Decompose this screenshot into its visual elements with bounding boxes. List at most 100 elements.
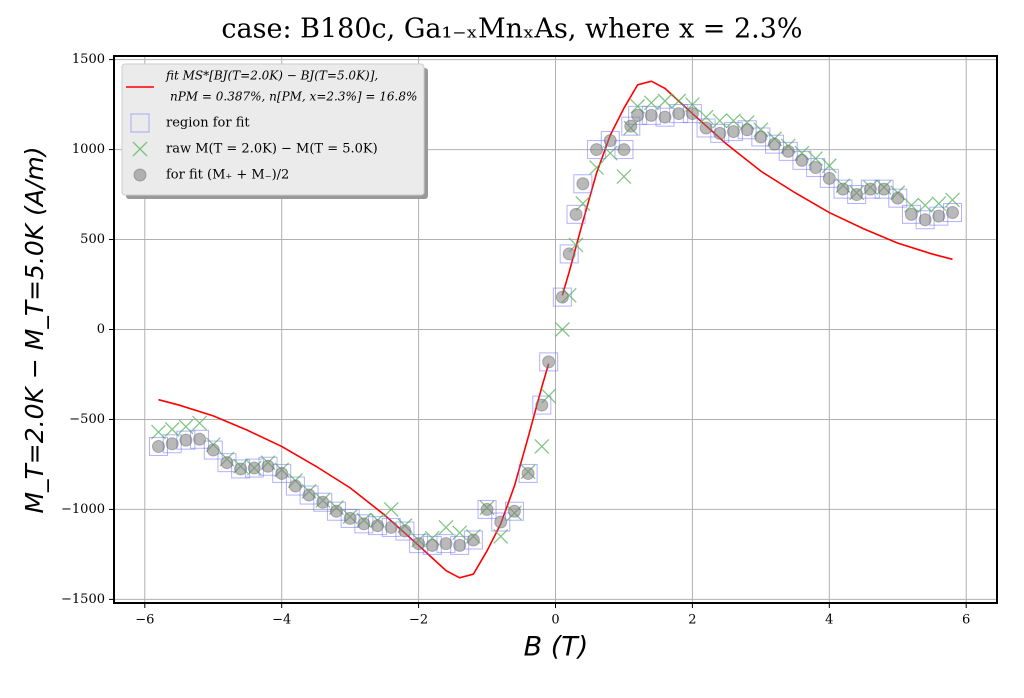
cross-marker (931, 196, 947, 212)
square-marker (792, 150, 812, 170)
cross-marker (684, 97, 700, 113)
cross-marker (178, 419, 194, 435)
square-marker (819, 168, 839, 188)
circle-marker (247, 461, 261, 475)
circle-marker (768, 137, 782, 151)
axes-frame (113, 55, 998, 604)
circle-marker (946, 206, 960, 220)
square-marker (463, 530, 483, 550)
circle-marker (275, 466, 289, 480)
cross-marker (554, 322, 570, 337)
cross-marker (132, 141, 148, 157)
circle-marker (343, 511, 357, 525)
x-tick-label: 0 (551, 613, 559, 628)
circle-marker (133, 168, 147, 182)
cross-marker (712, 113, 728, 129)
square-marker (888, 188, 908, 208)
circle-marker (822, 171, 836, 185)
circle-marker (617, 143, 631, 157)
square-marker (833, 179, 853, 199)
circle-marker (288, 479, 302, 493)
circle-marker (795, 153, 809, 167)
circle-marker (726, 125, 740, 139)
y-tick-label: 1000 (72, 142, 105, 157)
circle-marker (740, 123, 754, 137)
square-marker (559, 244, 579, 264)
cross-marker (808, 151, 824, 167)
circle-marker (891, 191, 905, 205)
circle-marker (809, 161, 823, 175)
circle-marker (480, 502, 494, 516)
legend-label: raw M(T = 2.0K) − M(T = 5.0K) (166, 142, 378, 157)
y-tick-label: −1000 (61, 502, 105, 517)
x-tick-label: −6 (135, 613, 154, 628)
square-marker (217, 453, 237, 473)
square-marker (539, 352, 559, 372)
square-marker (573, 174, 593, 194)
cross-marker (589, 160, 605, 176)
square-marker (566, 204, 586, 224)
square-marker (696, 118, 716, 138)
square-marker (532, 395, 552, 415)
circle-marker (494, 515, 508, 529)
cross-marker (657, 93, 673, 109)
plot-area (148, 80, 963, 579)
y-tick-label: −1500 (61, 592, 105, 607)
cross-marker (151, 424, 166, 440)
circle-marker (836, 182, 850, 196)
y-tick-label: 1500 (72, 52, 105, 67)
circle-marker (877, 182, 891, 196)
square-marker (518, 463, 538, 483)
circle-marker (316, 495, 330, 509)
cross-marker (383, 501, 399, 517)
circle-marker (384, 520, 398, 534)
circle-marker (193, 432, 207, 446)
circle-marker (466, 533, 480, 547)
legend-label: for fit (M₊ + M₋)/2 (166, 168, 289, 183)
x-tick-label: 4 (825, 613, 833, 628)
circle-marker (220, 456, 234, 470)
cross-marker (630, 98, 646, 114)
circle-marker (781, 144, 795, 158)
circle-marker (713, 126, 727, 140)
circle-marker (904, 207, 918, 221)
circle-marker (562, 247, 576, 261)
circle-marker (535, 398, 549, 412)
cross-marker (698, 109, 714, 125)
circle-marker (398, 524, 412, 538)
circle-marker (631, 108, 645, 122)
x-tick-label: −2 (409, 613, 428, 628)
circle-marker (624, 119, 638, 133)
cross-marker (493, 528, 509, 544)
circle-marker (569, 207, 583, 221)
cross-marker (821, 158, 837, 174)
cross-marker (192, 415, 208, 431)
x-tick-label: 2 (688, 613, 696, 628)
circle-marker (357, 517, 371, 531)
chart-title: case: B180c, Ga₁₋ₓMnₓAs, where x = 2.3% (221, 14, 802, 45)
circle-marker (453, 538, 467, 552)
square-marker (130, 113, 150, 133)
circle-marker (542, 355, 556, 369)
circle-marker (179, 433, 193, 447)
circle-marker (412, 537, 426, 551)
cross-marker (164, 421, 180, 437)
y-tick-label: −500 (69, 412, 105, 427)
cross-marker (452, 525, 468, 541)
circle-marker (261, 459, 275, 473)
square-marker (614, 140, 634, 160)
square-marker (621, 116, 641, 136)
square-marker (847, 185, 867, 205)
circle-marker (932, 209, 946, 223)
circle-marker (439, 537, 453, 551)
cross-marker (726, 113, 741, 129)
cross-marker (438, 519, 454, 535)
circle-marker (234, 462, 248, 476)
circle-marker (685, 107, 699, 121)
circle-marker (371, 519, 385, 533)
cross-marker (945, 192, 960, 208)
circle-marker (644, 108, 658, 122)
circle-marker (555, 290, 569, 304)
circle-marker (590, 143, 604, 157)
circle-marker (576, 177, 590, 191)
